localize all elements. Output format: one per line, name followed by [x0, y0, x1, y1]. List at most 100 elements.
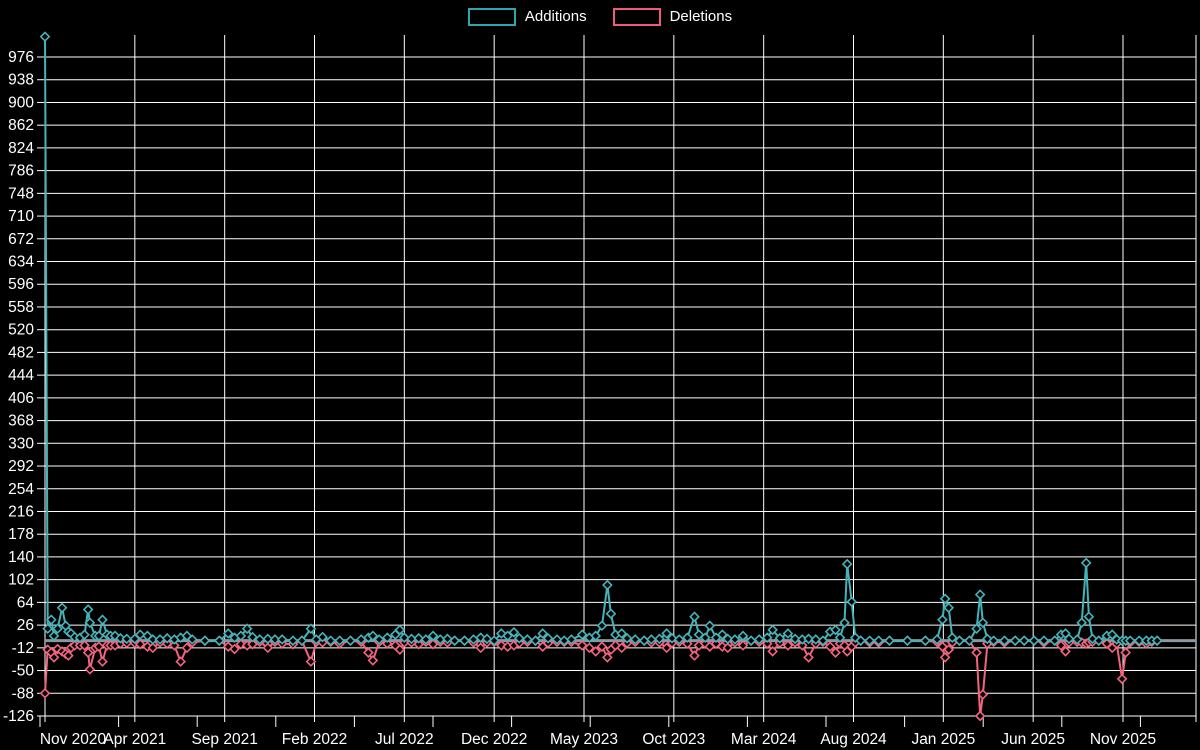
additions-marker — [269, 634, 281, 645]
deletions-marker — [63, 650, 74, 661]
deletions-marker — [39, 687, 51, 699]
y-axis-tick-label: 938 — [8, 72, 34, 89]
additions-marker — [666, 632, 678, 644]
additions-marker — [1083, 611, 1095, 623]
y-axis-tick-label: 26 — [17, 617, 34, 634]
y-axis-tick-label: 748 — [8, 185, 34, 202]
additions-marker — [1151, 635, 1163, 646]
deletions-marker — [610, 640, 621, 651]
additions-marker — [537, 628, 549, 639]
additions-marker — [566, 634, 577, 645]
additions-marker — [902, 635, 913, 646]
legend-item-deletions[interactable]: Deletions — [612, 8, 733, 26]
additions-marker — [849, 632, 861, 643]
deletions-marker — [1060, 646, 1071, 657]
deletions-marker — [824, 641, 836, 652]
additions-marker — [704, 620, 716, 632]
additions-marker — [954, 635, 965, 646]
additions-marker — [142, 630, 153, 642]
additions-marker — [1087, 633, 1098, 645]
additions-marker — [602, 579, 613, 591]
deletions-marker — [761, 638, 773, 649]
additions-marker — [810, 634, 822, 645]
additions-marker — [621, 632, 633, 644]
deletions-marker — [576, 640, 588, 651]
additions-marker — [427, 630, 439, 642]
deletions-marker — [1055, 640, 1067, 651]
deletions-marker — [977, 689, 989, 700]
additions-marker — [1028, 635, 1040, 646]
additions-marker — [305, 623, 317, 635]
legend-item-additions[interactable]: Additions — [467, 8, 587, 26]
deletions-marker — [1101, 638, 1113, 649]
additions-marker — [84, 617, 96, 629]
additions-marker — [699, 632, 711, 643]
y-axis-tick-label: 368 — [8, 413, 34, 430]
additions-marker — [394, 624, 406, 636]
deletions-marker — [84, 664, 96, 675]
additions-marker — [884, 635, 895, 646]
deletions-marker — [971, 647, 982, 658]
y-axis-tick-label: 596 — [8, 276, 34, 293]
deletions-marker — [222, 641, 234, 652]
additions-marker — [488, 635, 500, 646]
additions-marker — [147, 634, 159, 645]
deletions-marker — [169, 640, 180, 651]
y-axis-tick-label: 862 — [8, 117, 34, 134]
additions-marker — [629, 634, 641, 645]
y-axis-tick-label: 330 — [8, 435, 34, 452]
additions-marker — [48, 630, 60, 642]
deletions-marker — [305, 656, 317, 667]
additions-marker — [830, 624, 841, 636]
y-axis-tick-label: 824 — [8, 140, 34, 157]
additions-marker — [1049, 635, 1061, 646]
additions-marker — [235, 630, 247, 642]
additions-marker — [161, 632, 173, 644]
additions-marker — [1093, 635, 1105, 646]
additions-marker — [855, 635, 867, 646]
additions-marker — [79, 629, 90, 641]
deletions-marker — [52, 643, 63, 655]
y-axis-tick-label: 634 — [8, 254, 34, 271]
deletions-marker — [661, 642, 672, 654]
deletions-marker — [616, 642, 628, 654]
deletions-marker — [394, 644, 406, 655]
deletions-marker — [974, 710, 986, 722]
additions-marker — [717, 629, 728, 641]
y-axis-tick-label: 64 — [17, 594, 35, 611]
additions-marker — [42, 623, 54, 635]
additions-marker — [530, 635, 541, 646]
deletions-marker — [147, 642, 159, 654]
deletions-marker — [413, 638, 425, 650]
y-axis-tick-label: 254 — [8, 481, 34, 498]
deletions-marker — [830, 647, 841, 658]
additions-marker — [1133, 635, 1145, 646]
legend-label-deletions: Deletions — [669, 8, 733, 25]
deletions-marker — [363, 647, 374, 658]
additions-marker — [296, 635, 308, 646]
x-axis-tick-label: Oct 2023 — [642, 731, 705, 748]
additions-marker — [1080, 557, 1092, 569]
additions-marker — [803, 633, 814, 645]
deletions-marker — [79, 640, 90, 651]
additions-marker — [241, 623, 253, 635]
deletions-marker — [367, 655, 379, 666]
additions-marker — [442, 633, 453, 645]
deletions-marker — [681, 638, 693, 649]
additions-marker — [753, 634, 765, 645]
additions-marker — [373, 634, 385, 645]
additions-marker — [605, 608, 617, 620]
y-axis-tick-label: 102 — [8, 572, 34, 589]
additions-marker — [213, 635, 225, 646]
additions-marker — [317, 631, 328, 643]
deletions-marker — [235, 638, 247, 650]
x-axis-tick-label: Dec 2022 — [461, 731, 527, 748]
additions-marker — [943, 602, 955, 614]
additions-marker — [1018, 635, 1030, 646]
deletions-marker — [939, 652, 951, 663]
deletions-marker — [590, 646, 602, 657]
additions-marker — [988, 635, 999, 646]
y-axis-tick-label: -50 — [12, 663, 35, 680]
additions-marker — [254, 634, 266, 645]
additions-marker — [109, 630, 121, 642]
